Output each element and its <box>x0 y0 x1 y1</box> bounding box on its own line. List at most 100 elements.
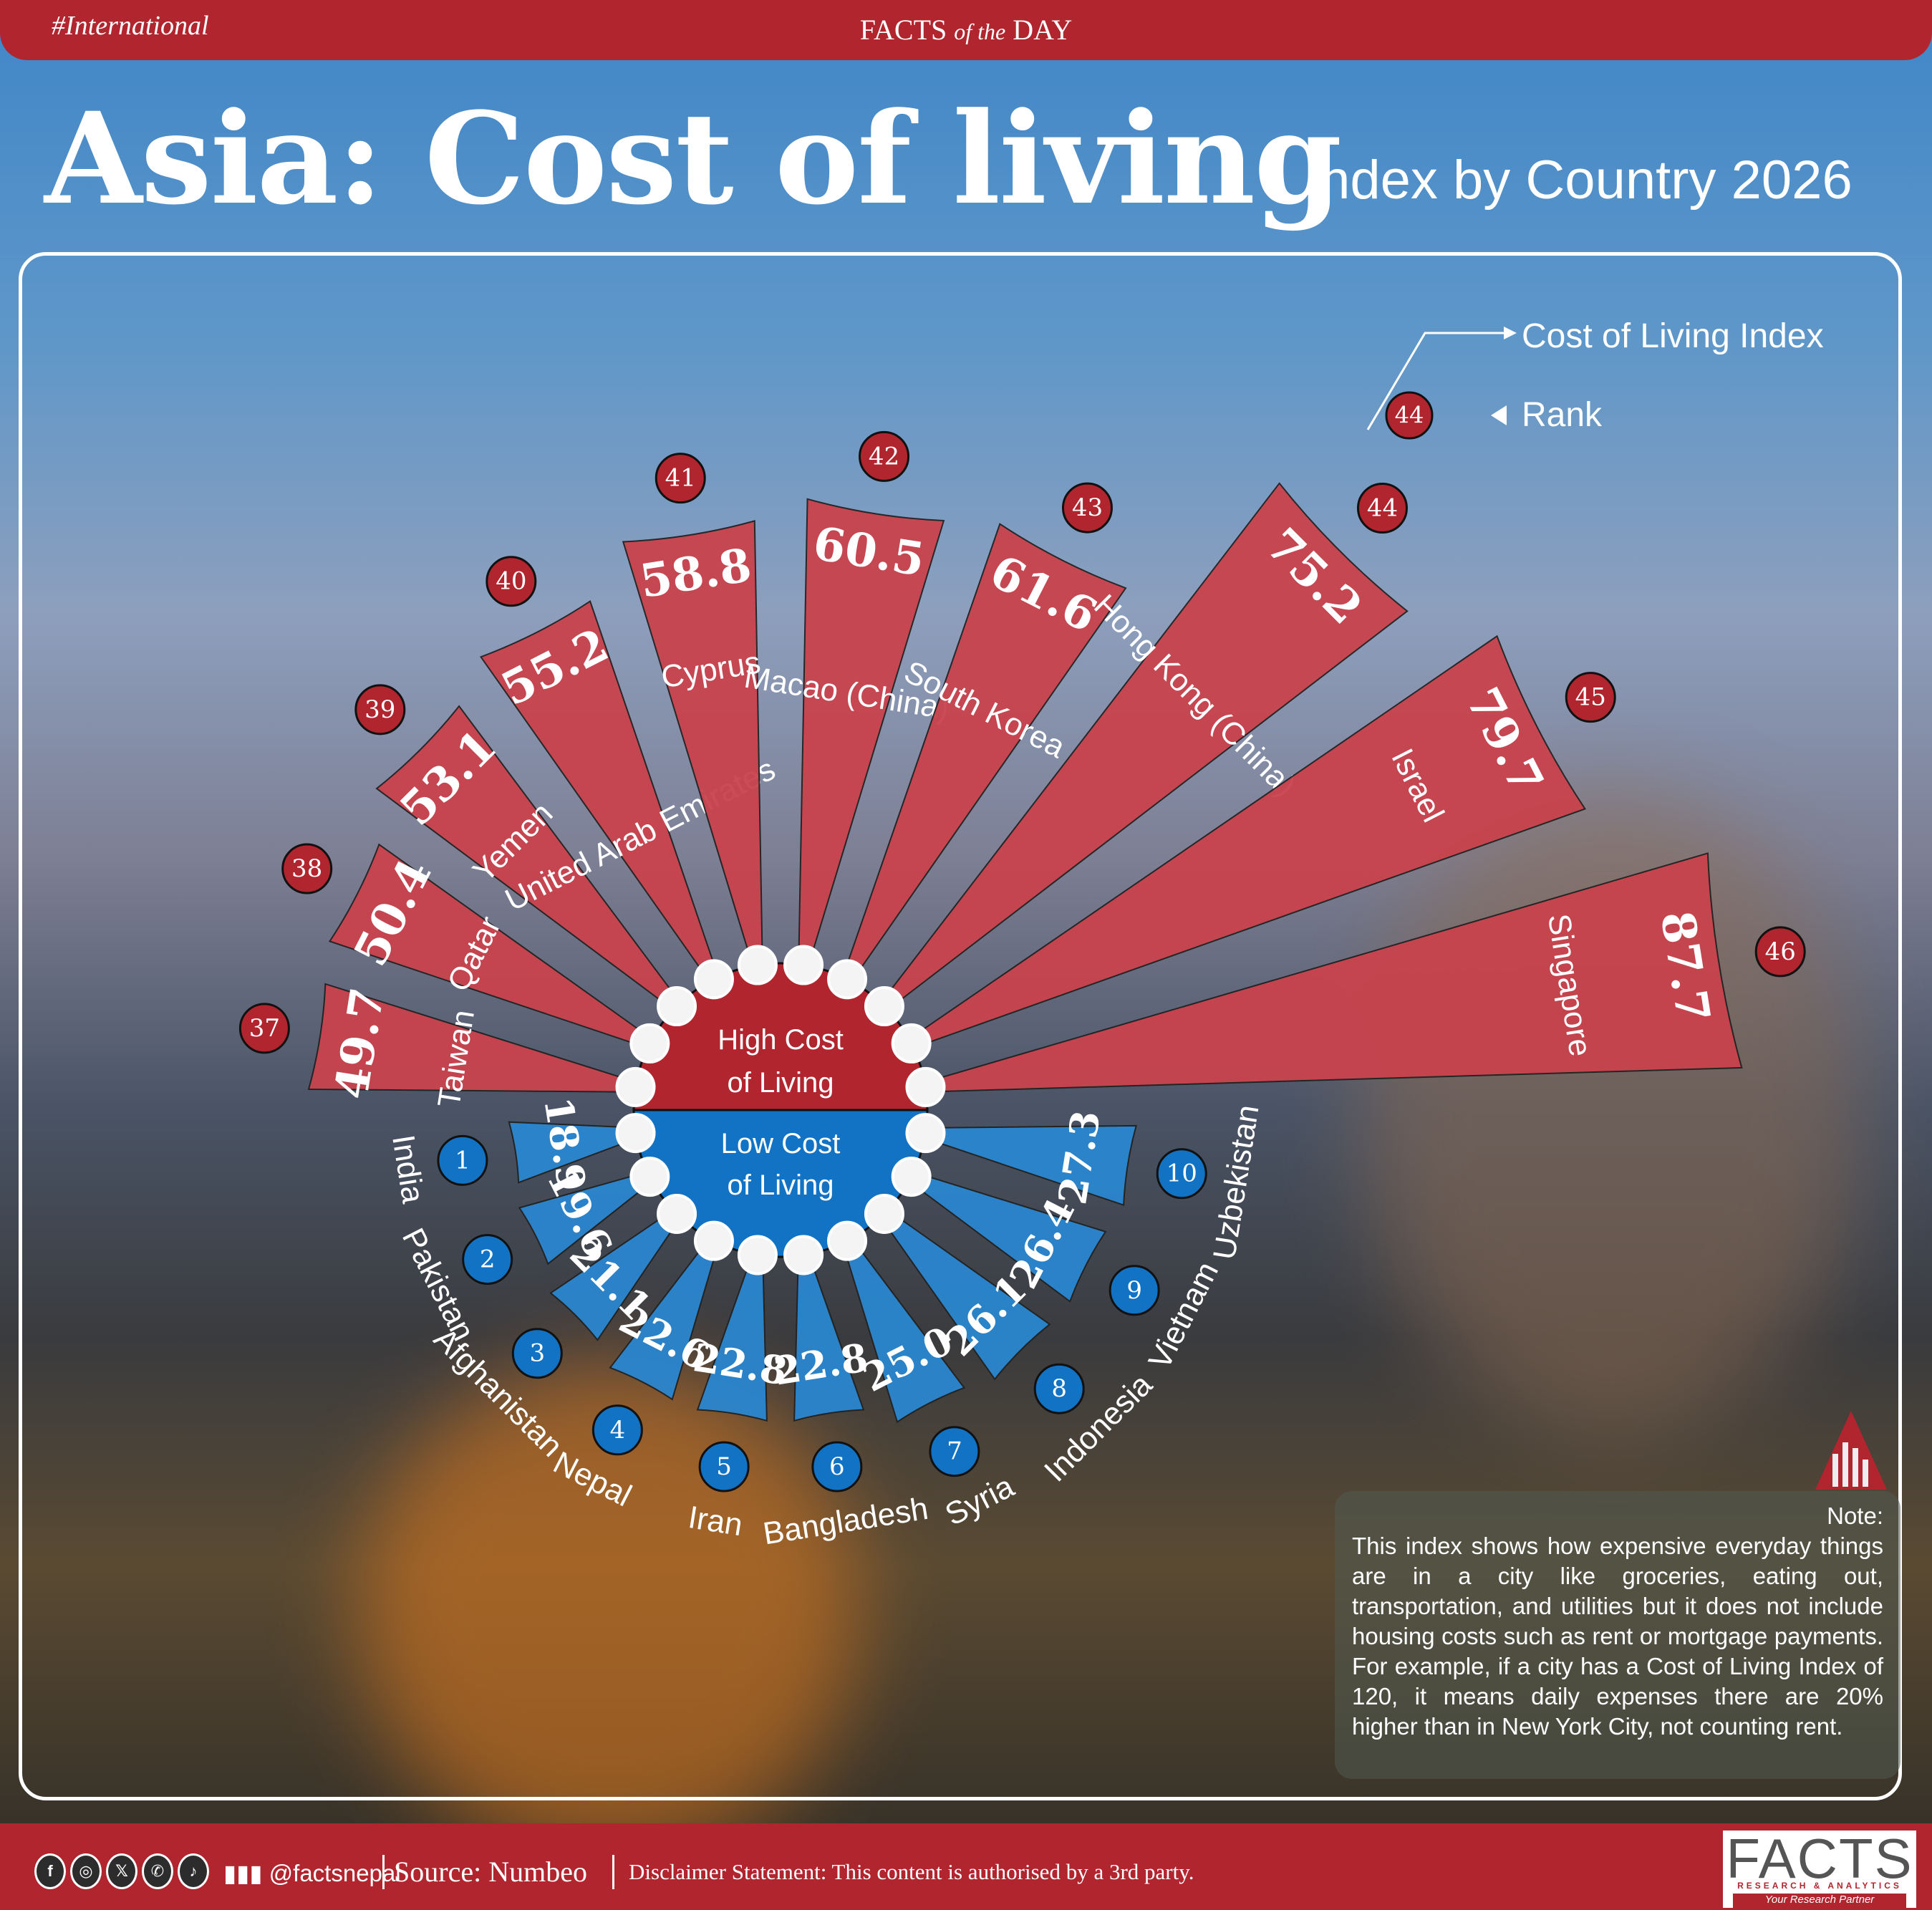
rank-number: 3 <box>529 1339 545 1368</box>
rank-badge <box>462 1234 513 1286</box>
rank-number: 7 <box>947 1437 962 1466</box>
flag-icon <box>827 1220 868 1261</box>
brand-tagline: Your Research Partner <box>1733 1894 1906 1908</box>
facts-triangle-logo-icon <box>1815 1411 1887 1490</box>
flag-icon <box>657 1193 697 1234</box>
flag-icon <box>615 1113 656 1154</box>
rank-badge <box>437 1134 488 1186</box>
country-label: Uzbekistan <box>1207 1102 1265 1262</box>
legend-rank-label: Rank <box>1522 396 1603 434</box>
note-box: Note: This index shows how expensive eve… <box>1335 1491 1900 1779</box>
brand-subtitle: RESEARCH & ANALYTICS <box>1737 1881 1902 1891</box>
note-title: Note: <box>1827 1503 1883 1529</box>
rank-badge <box>655 453 706 504</box>
arrow-right-icon <box>1504 327 1517 339</box>
rank-badge <box>811 1441 863 1492</box>
rank-number: 38 <box>291 854 322 883</box>
rank-number: 2 <box>480 1245 496 1274</box>
flag-icon <box>629 1023 670 1063</box>
country-label: Vietnam <box>1142 1256 1226 1374</box>
legend-rank-badge <box>1385 391 1434 440</box>
series-name: FACTS of the DAY <box>0 13 1932 47</box>
rank-number: 5 <box>716 1452 732 1481</box>
rank-number: 4 <box>610 1416 626 1444</box>
source-text: Source: Numbeo <box>394 1856 587 1888</box>
divider <box>612 1855 614 1889</box>
page-title: Asia: Cost of living <box>44 85 1342 233</box>
hub-label: Low Cost <box>721 1128 841 1159</box>
series-name-part: DAY <box>1013 14 1073 46</box>
rank-badge <box>1109 1265 1160 1316</box>
disclaimer-text: Disclaimer Statement: This content is au… <box>629 1859 1194 1884</box>
brand-logo: FACTS RESEARCH & ANALYTICS Your Research… <box>1723 1827 1916 1908</box>
flag-icon <box>905 1113 946 1154</box>
hub-label: of Living <box>728 1067 834 1099</box>
flag-icon <box>891 1023 932 1063</box>
facebook-icon[interactable]: f <box>34 1853 66 1889</box>
rank-number: 9 <box>1126 1276 1142 1305</box>
rank-number: 44 <box>1367 494 1398 523</box>
flag-icon <box>693 959 734 1000</box>
rank-badge <box>354 684 406 735</box>
country-label: Bangladesh <box>760 1491 930 1552</box>
rank-number: 37 <box>249 1014 280 1043</box>
rank-badge <box>1156 1148 1207 1200</box>
rank-number: 41 <box>665 464 696 493</box>
instagram-icon[interactable]: ◎ <box>70 1853 102 1889</box>
bars-icon: ▮▮▮ <box>223 1860 269 1886</box>
page-subtitle: Index by Country 2026 <box>1305 150 1853 211</box>
rank-badge <box>859 430 910 482</box>
divider <box>382 1855 385 1889</box>
legend-index-label: Cost of Living Index <box>1522 317 1824 355</box>
flag-icon <box>891 1157 932 1197</box>
chart-frame <box>19 252 1902 1800</box>
flag-icon <box>737 945 778 985</box>
top-banner <box>0 0 1932 60</box>
bar-bangladesh: 22.8 6 Bangladesh <box>760 1246 931 1552</box>
flag-icon <box>864 1193 904 1234</box>
rank-badge <box>591 1404 643 1456</box>
flag-icon <box>905 1066 946 1107</box>
flag-icon <box>827 959 868 1000</box>
rank-badge <box>929 1426 980 1477</box>
note-body: This index shows how expensive everyday … <box>1352 1533 1883 1740</box>
bar-taiwan: 49.737 Taiwan <box>238 983 644 1110</box>
rank-badge <box>1061 482 1113 534</box>
legend-rank-number: 44 <box>1395 402 1424 429</box>
rank-badge <box>238 1003 290 1054</box>
legend-index-arrow <box>1366 332 1504 430</box>
rank-badge <box>486 556 537 607</box>
hub-label: High Cost <box>718 1024 844 1056</box>
flag-icon <box>629 1157 670 1197</box>
rank-number: 45 <box>1575 683 1606 712</box>
hub-label: of Living <box>728 1169 834 1201</box>
rank-number: 10 <box>1167 1159 1197 1188</box>
x-icon[interactable]: 𝕏 <box>106 1853 137 1889</box>
bar-value: 22.8 <box>771 1334 871 1394</box>
viber-icon[interactable]: ✆ <box>142 1853 173 1889</box>
tiktok-icon[interactable]: ♪ <box>178 1853 209 1889</box>
country-label: Nepal <box>548 1445 637 1514</box>
rank-number: 1 <box>455 1146 470 1175</box>
rank-number: 39 <box>364 695 395 724</box>
rank-number: 42 <box>869 442 899 471</box>
country-label: Pakistan <box>395 1222 481 1346</box>
rank-badge <box>281 843 333 894</box>
rank-number: 8 <box>1051 1374 1067 1403</box>
social-handle[interactable]: ▮▮▮ @factsnepal <box>223 1859 401 1887</box>
rank-badge <box>1754 926 1806 978</box>
rank-badge <box>698 1441 750 1492</box>
brand-name: FACTS <box>1726 1827 1913 1890</box>
rank-number: 6 <box>829 1452 845 1481</box>
flag-icon <box>737 1235 778 1275</box>
handle-text: @factsnepal <box>269 1860 401 1886</box>
flag-icon <box>615 1066 656 1107</box>
series-name-part: FACTS <box>859 14 947 46</box>
